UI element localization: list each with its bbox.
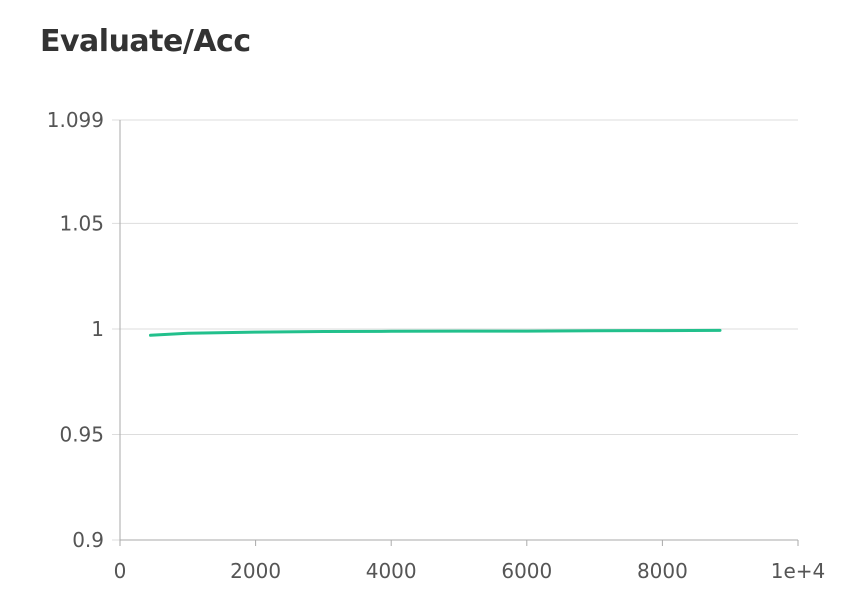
x-tick-label: 2000 <box>230 559 281 583</box>
x-tick-label: 8000 <box>637 559 688 583</box>
grid-lines <box>112 119 798 541</box>
axes <box>119 120 799 546</box>
x-tick-label: 6000 <box>501 559 552 583</box>
y-tick-label: 1.099 <box>47 108 104 132</box>
y-tick-label: 1.05 <box>59 211 104 235</box>
x-tick-labels: 0 2000 4000 6000 8000 1e+4 <box>114 559 826 583</box>
chart-title: Evaluate/Acc <box>40 24 251 59</box>
x-tick-label: 1e+4 <box>771 559 826 583</box>
series-group <box>149 328 722 337</box>
y-tick-labels: 1.099 1.05 1 0.95 0.9 <box>47 108 104 552</box>
y-tick-label: 1 <box>91 317 104 341</box>
y-tick-label: 0.9 <box>72 528 104 552</box>
y-tick-label: 0.95 <box>59 422 104 446</box>
x-tick-label: 4000 <box>366 559 417 583</box>
x-tick-label: 0 <box>114 559 127 583</box>
series-line-0 <box>149 328 722 337</box>
